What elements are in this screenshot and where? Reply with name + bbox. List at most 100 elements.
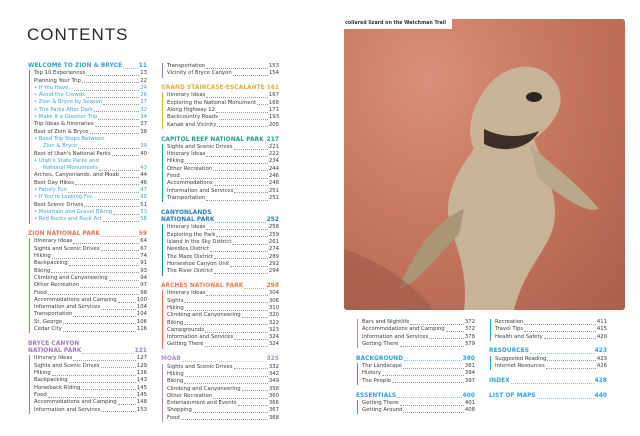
toc-entry[interactable]: Arches, Canyonlands, and Moab 44	[34, 172, 147, 179]
toc-entry[interactable]: Climbing and Canyoneering 94	[34, 275, 147, 282]
toc-entry[interactable]: Recreation 411	[495, 319, 607, 326]
toc-entry[interactable]: Best Day Hikes 46	[34, 180, 147, 187]
toc-entry[interactable]: Climbing and Canyoneering 320	[167, 312, 279, 319]
toc-entry[interactable]: Bars and Nightlife 372	[362, 319, 475, 326]
toc-entry[interactable]: Biking 349	[167, 378, 279, 385]
toc-entry[interactable]: Itinerary Ideas 304	[167, 290, 279, 297]
toc-entry[interactable]: • Family Fun 47	[34, 187, 147, 194]
toc-entry[interactable]: Food 145	[34, 392, 147, 399]
toc-entry[interactable]: Planning Your Trip 22	[34, 78, 147, 85]
toc-entry[interactable]: Itinerary Ideas 127	[34, 355, 147, 362]
toc-entry[interactable]: Itinerary Ideas 167	[167, 92, 279, 99]
toc-entry[interactable]: Suggested Reading 423	[495, 356, 607, 363]
toc-entry[interactable]: Hiking 234	[167, 158, 279, 165]
toc-entry[interactable]: • Mountain and Gravel Biking 53	[34, 209, 147, 216]
section-heading[interactable]: WELCOME TO ZION & BRYCE 11	[28, 63, 147, 70]
toc-entry[interactable]: Needles District 274	[167, 246, 279, 253]
toc-entry[interactable]: • If You're Looking For... 48	[34, 194, 147, 201]
toc-entry[interactable]: St. George 106	[34, 319, 147, 326]
toc-entry[interactable]: Sights and Scenic Drives 332	[167, 364, 279, 371]
toc-entry[interactable]: Zion & Bryce 39	[34, 143, 147, 150]
toc-entry[interactable]: Accommodations and Camping 148	[34, 399, 147, 406]
toc-entry[interactable]: Climbing and Canyoneering 358	[167, 386, 279, 393]
toc-entry[interactable]: • The Parks After Dark 32	[34, 107, 147, 114]
section-heading[interactable]: INDEX 428	[489, 378, 607, 385]
toc-entry[interactable]: Vicinity of Bryce Canyon 154	[167, 70, 279, 77]
toc-entry[interactable]: Island in the Sky District 261	[167, 239, 279, 246]
toc-entry[interactable]: Information and Services 378	[362, 334, 475, 341]
toc-entry[interactable]: Itinerary Ideas 258	[167, 224, 279, 231]
toc-entry[interactable]: Kanab and Vicinity 205	[167, 122, 279, 129]
toc-entry[interactable]: Information and Services 251	[167, 188, 279, 195]
toc-entry[interactable]: Hiking 74	[34, 253, 147, 260]
toc-entry[interactable]: • Zion & Bryce by Season 27	[34, 99, 147, 106]
section-heading[interactable]: RESOURCES 423	[489, 348, 607, 355]
toc-entry[interactable]: Transportation 104	[34, 311, 147, 318]
toc-entry[interactable]: • If You Have... 24	[34, 85, 147, 92]
toc-entry[interactable]: Getting There 324	[167, 341, 279, 348]
toc-entry[interactable]: Cedar City 116	[34, 326, 147, 333]
toc-entry[interactable]: Best of Zion & Bryce 38	[34, 129, 147, 136]
toc-entry[interactable]: Itinerary Ideas 64	[34, 238, 147, 245]
toc-entry[interactable]: Backcountry Roads 193	[167, 114, 279, 121]
section-heading[interactable]: NATIONAL PARK 252	[161, 217, 279, 224]
toc-entry[interactable]: The Maze District 289	[167, 254, 279, 261]
section-heading[interactable]: GRAND STAIRCASE-ESCALANTE 161	[161, 85, 279, 92]
toc-entry[interactable]: Horseback Riding 145	[34, 385, 147, 392]
toc-entry[interactable]: Exploring the National Monument 168	[167, 100, 279, 107]
toc-entry[interactable]: Entertainment and Events 366	[167, 400, 279, 407]
toc-entry[interactable]: Sights and Scenic Drives 221	[167, 144, 279, 151]
section-heading[interactable]: CAPITOL REEF NATIONAL PARK 217	[161, 137, 279, 144]
toc-entry[interactable]: • Red Rocks and Rock Art 56	[34, 216, 147, 223]
toc-entry[interactable]: Exploring the Park 259	[167, 232, 279, 239]
toc-entry[interactable]: Trip Ideas & Itineraries 37	[34, 121, 147, 128]
toc-entry[interactable]: Information and Services 324	[167, 334, 279, 341]
toc-entry[interactable]: Backpacking 91	[34, 260, 147, 267]
toc-entry-line[interactable]: • Road Trip Stops Between	[34, 136, 147, 143]
toc-entry[interactable]: Health and Safety 420	[495, 334, 607, 341]
toc-entry[interactable]: Food 246	[167, 173, 279, 180]
toc-entry[interactable]: • Make It a Greener Trip 34	[34, 114, 147, 121]
section-heading[interactable]: ZION NATIONAL PARK 59	[28, 231, 147, 238]
section-heading[interactable]: LIST OF MAPS 440	[489, 393, 607, 400]
toc-entry[interactable]: Sights and Scenic Drives 67	[34, 246, 147, 253]
toc-entry[interactable]: Internet Resources 426	[495, 363, 607, 370]
section-heading[interactable]: ARCHES NATIONAL PARK 298	[161, 283, 279, 290]
section-heading[interactable]: ESSENTIALS 400	[356, 393, 475, 400]
toc-entry[interactable]: Getting There 401	[362, 400, 475, 407]
section-heading-line[interactable]: BRYCE CANYON	[28, 341, 147, 348]
toc-entry[interactable]: Travel Tips 415	[495, 326, 607, 333]
toc-entry[interactable]: Accommodations and Camping 100	[34, 297, 147, 304]
toc-entry[interactable]: Food 368	[167, 415, 279, 422]
toc-entry[interactable]: National Monuments 43	[34, 165, 147, 172]
toc-entry[interactable]: History 394	[362, 370, 475, 377]
toc-entry[interactable]: Biking 322	[167, 320, 279, 327]
toc-entry[interactable]: Along Highway 12 171	[167, 107, 279, 114]
toc-entry[interactable]: Food 98	[34, 290, 147, 297]
toc-entry[interactable]: Other Recreation 360	[167, 393, 279, 400]
toc-entry[interactable]: Information and Services 104	[34, 304, 147, 311]
toc-entry[interactable]: Sights 306	[167, 298, 279, 305]
toc-entry[interactable]: Information and Services 153	[34, 407, 147, 414]
toc-entry[interactable]: Best Scenic Drives 51	[34, 202, 147, 209]
toc-entry[interactable]: The People 397	[362, 378, 475, 385]
toc-entry[interactable]: Accommodations and Camping 372	[362, 326, 475, 333]
toc-entry[interactable]: Best of Utah's National Parks 40	[34, 151, 147, 158]
toc-entry[interactable]: Shopping 367	[167, 407, 279, 414]
toc-entry[interactable]: Top 10 Experiences 13	[34, 70, 147, 77]
toc-entry[interactable]: Accommodations 248	[167, 180, 279, 187]
section-heading-line[interactable]: CANYONLANDS	[161, 210, 279, 217]
toc-entry[interactable]: Horseshoe Canyon Unit 292	[167, 261, 279, 268]
toc-entry[interactable]: Backpacking 143	[34, 377, 147, 384]
toc-entry[interactable]: Hiking 342	[167, 371, 279, 378]
section-heading[interactable]: NATIONAL PARK 121	[28, 348, 147, 355]
toc-entry[interactable]: Getting There 379	[362, 341, 475, 348]
toc-entry[interactable]: Hiking 136	[34, 370, 147, 377]
section-heading[interactable]: MOAB 325	[161, 356, 279, 363]
toc-entry[interactable]: Campgrounds 323	[167, 327, 279, 334]
section-heading[interactable]: BACKGROUND 380	[356, 356, 475, 363]
toc-entry[interactable]: Sights and Scenic Drives 129	[34, 363, 147, 370]
toc-entry[interactable]: Hiking 310	[167, 305, 279, 312]
toc-entry[interactable]: Getting Around 408	[362, 407, 475, 414]
toc-entry[interactable]: Other Recreation 244	[167, 166, 279, 173]
